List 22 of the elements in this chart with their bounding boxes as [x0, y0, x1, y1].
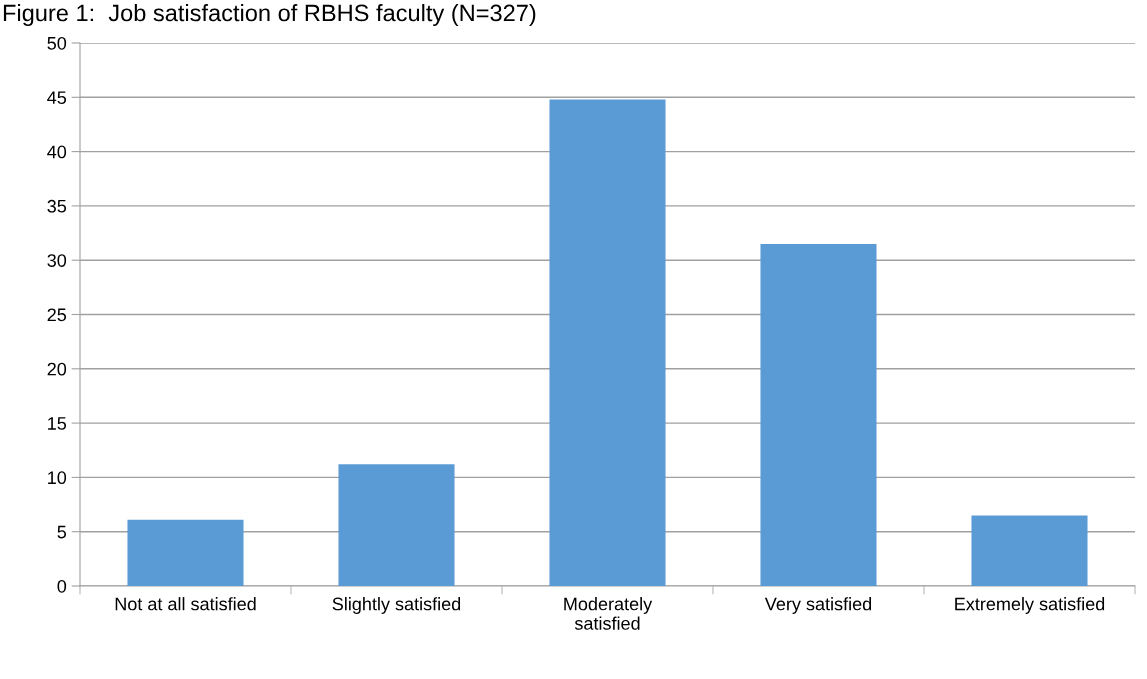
x-tick-label: Moderately satisfied: [564, 597, 653, 630]
x-tick-label: Extremely satisfied: [955, 597, 1105, 614]
y-tick-label: 50: [47, 36, 67, 50]
y-tick-label: 30: [47, 254, 67, 267]
bar: [549, 99, 666, 586]
x-tick-label: Very satisfied: [764, 597, 872, 614]
y-tick-label: 40: [47, 145, 67, 159]
y-tick-label: 35: [47, 199, 67, 213]
x-tick-label: Slightly satisfied: [332, 597, 461, 614]
chart-title: Figure 1: Job satisfaction of RBHS faculty (N=327): [3, 4, 536, 27]
y-tick-label: 15: [48, 417, 67, 430]
bar: [760, 243, 877, 586]
bar: [127, 519, 244, 586]
y-tick-label: 5: [57, 525, 67, 539]
bar: [338, 464, 455, 586]
bar: [971, 515, 1088, 586]
y-tick-label: 0: [57, 579, 67, 593]
x-tick-label: Not at all satisfied: [115, 597, 256, 611]
y-tick-label: 10: [48, 471, 67, 485]
y-tick-label: 45: [47, 91, 67, 105]
y-tick-label: 25: [47, 308, 67, 322]
y-tick-label: 20: [47, 362, 67, 376]
